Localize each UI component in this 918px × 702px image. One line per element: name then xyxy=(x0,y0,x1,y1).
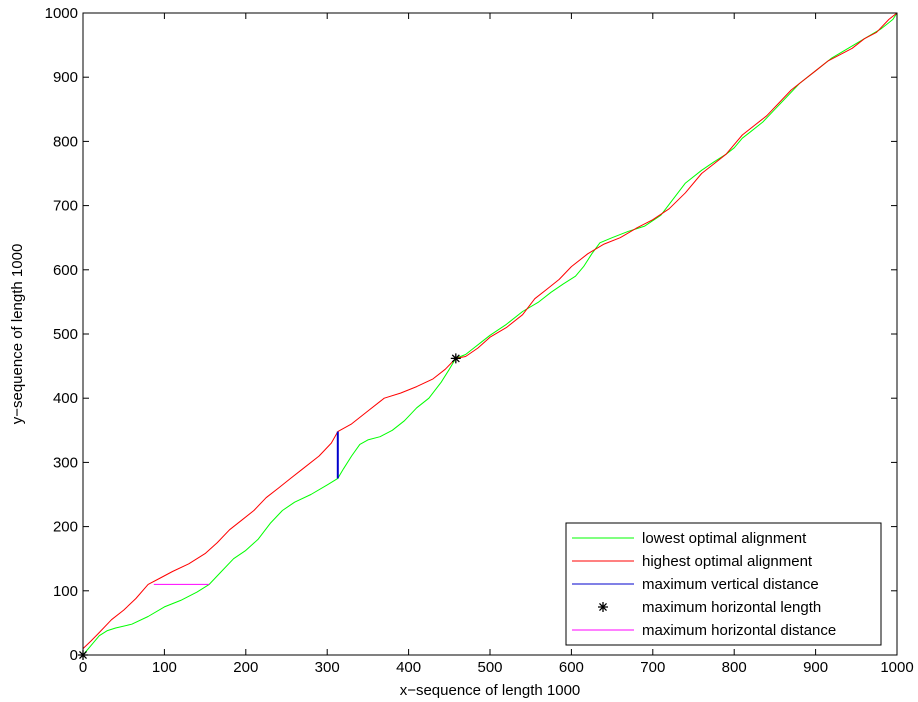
series-2-line xyxy=(82,12,898,649)
x-tick-label: 200 xyxy=(233,659,258,676)
y-tick-label: 200 xyxy=(53,519,78,536)
y-tick-label: 400 xyxy=(53,390,78,407)
ticks-layer: 0 100 200 300 400 500 600 700 800 900 1000 0 100 200 3… xyxy=(45,5,914,676)
legend: lowest optimal alignment highest optimal … xyxy=(565,522,882,646)
star-marker xyxy=(450,353,461,364)
x-tick-label: 1000 xyxy=(880,659,913,676)
y-tick-label: 700 xyxy=(53,198,78,215)
y-tick-label: 300 xyxy=(53,454,78,471)
y-tick-label: 500 xyxy=(53,326,78,343)
x-tick-label: 900 xyxy=(803,659,828,676)
x-tick-label: 400 xyxy=(396,659,421,676)
y-tick-label: 1000 xyxy=(45,5,78,22)
y-tick-label: 600 xyxy=(53,262,78,279)
y-tick-label: 900 xyxy=(53,69,78,86)
x-tick-label: 100 xyxy=(152,659,177,676)
legend-entry-label: maximum vertical distance xyxy=(642,576,819,593)
x-tick-label: 700 xyxy=(640,659,665,676)
y-axis-label: y−sequence of length 1000 xyxy=(9,244,26,425)
legend-entry-label: lowest optimal alignment xyxy=(642,530,807,547)
x-tick-label: 300 xyxy=(315,659,340,676)
x-axis-label: x−sequence of length 1000 xyxy=(400,682,581,699)
legend-entry-label: maximum horizontal length xyxy=(642,599,821,616)
legend-entry-label: maximum horizontal distance xyxy=(642,622,836,639)
x-tick-label: 500 xyxy=(477,659,502,676)
series-1-line xyxy=(82,12,898,656)
x-tick-label: 800 xyxy=(722,659,747,676)
x-tick-label: 0 xyxy=(79,659,87,676)
series-layer xyxy=(78,12,898,660)
y-tick-label: 800 xyxy=(53,133,78,150)
y-tick-label: 0 xyxy=(70,647,78,664)
x-tick-label: 600 xyxy=(559,659,584,676)
legend-entry-label: highest optimal alignment xyxy=(642,553,813,570)
legend-star-marker xyxy=(598,602,608,612)
y-tick-label: 100 xyxy=(53,583,78,600)
